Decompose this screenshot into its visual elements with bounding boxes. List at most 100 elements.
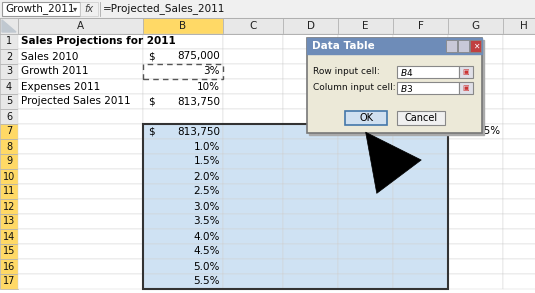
Bar bbox=[283, 274, 338, 289]
Text: 15: 15 bbox=[3, 246, 15, 256]
Text: D: D bbox=[307, 21, 315, 31]
Bar bbox=[503, 259, 535, 274]
Bar bbox=[283, 34, 338, 49]
Text: Growth 2011: Growth 2011 bbox=[21, 67, 88, 76]
Text: Growth_2011: Growth_2011 bbox=[5, 4, 74, 14]
Bar bbox=[503, 64, 535, 79]
Bar bbox=[338, 199, 393, 214]
Text: F: F bbox=[417, 21, 423, 31]
Bar bbox=[223, 139, 283, 154]
Bar bbox=[503, 274, 535, 289]
Bar bbox=[283, 169, 338, 184]
Text: 1.5%: 1.5% bbox=[194, 156, 220, 166]
Text: 813,750: 813,750 bbox=[177, 96, 220, 106]
Bar bbox=[143, 79, 223, 94]
Bar bbox=[143, 244, 223, 259]
Bar bbox=[223, 169, 283, 184]
Text: $: $ bbox=[148, 96, 155, 106]
Bar bbox=[448, 64, 503, 79]
Bar bbox=[223, 18, 283, 34]
Bar bbox=[223, 94, 283, 109]
Bar bbox=[143, 229, 223, 244]
Bar bbox=[338, 94, 393, 109]
Bar bbox=[143, 109, 223, 124]
Text: G: G bbox=[471, 21, 479, 31]
Text: $B$3: $B$3 bbox=[400, 83, 413, 93]
Bar bbox=[283, 244, 338, 259]
Bar bbox=[393, 79, 448, 94]
Text: 2.5%: 2.5% bbox=[194, 187, 220, 197]
Text: 6: 6 bbox=[6, 112, 12, 122]
Bar bbox=[283, 109, 338, 124]
Bar bbox=[393, 139, 448, 154]
Text: ▣: ▣ bbox=[463, 85, 469, 91]
Bar bbox=[18, 18, 143, 34]
Bar bbox=[0, 244, 18, 259]
Text: 3%: 3% bbox=[203, 67, 220, 76]
Bar bbox=[143, 169, 223, 184]
Text: 2: 2 bbox=[6, 52, 12, 62]
Bar bbox=[448, 259, 503, 274]
Text: 15%: 15% bbox=[367, 127, 390, 137]
Bar bbox=[143, 18, 223, 34]
Text: Sales Projections for 2011: Sales Projections for 2011 bbox=[21, 37, 176, 47]
Bar bbox=[393, 124, 448, 139]
Bar bbox=[0, 199, 18, 214]
Text: Expenses 2011: Expenses 2011 bbox=[21, 81, 100, 91]
Bar bbox=[393, 244, 448, 259]
Text: $B$4: $B$4 bbox=[400, 67, 414, 78]
Bar bbox=[397, 66, 459, 78]
Bar bbox=[0, 124, 18, 139]
Text: 2.0%: 2.0% bbox=[194, 171, 220, 181]
Bar bbox=[0, 139, 18, 154]
Bar bbox=[0, 169, 18, 184]
Bar bbox=[143, 199, 223, 214]
Bar bbox=[503, 18, 535, 34]
Bar bbox=[223, 244, 283, 259]
Text: B: B bbox=[179, 21, 187, 31]
Bar bbox=[503, 34, 535, 49]
Bar bbox=[503, 169, 535, 184]
Bar bbox=[18, 229, 143, 244]
Bar bbox=[0, 94, 18, 109]
Text: Data Table: Data Table bbox=[312, 41, 374, 51]
Bar bbox=[2, 2, 80, 16]
Bar bbox=[393, 49, 448, 64]
Bar bbox=[338, 184, 393, 199]
Bar bbox=[0, 34, 18, 49]
Bar bbox=[393, 274, 448, 289]
Text: 1: 1 bbox=[6, 37, 12, 47]
Bar bbox=[143, 139, 223, 154]
Text: 5.0%: 5.0% bbox=[194, 261, 220, 272]
Bar bbox=[503, 94, 535, 109]
Polygon shape bbox=[2, 20, 16, 32]
Bar bbox=[503, 49, 535, 64]
Text: 3.5%: 3.5% bbox=[194, 217, 220, 226]
Text: fx: fx bbox=[85, 4, 94, 14]
Bar bbox=[338, 274, 393, 289]
Bar bbox=[283, 49, 338, 64]
Text: H: H bbox=[520, 21, 528, 31]
Bar bbox=[393, 64, 448, 79]
Bar bbox=[143, 214, 223, 229]
Bar bbox=[448, 169, 503, 184]
Bar bbox=[338, 154, 393, 169]
Bar bbox=[18, 34, 143, 49]
Text: 3.0%: 3.0% bbox=[194, 202, 220, 212]
Text: Projected Sales 2011: Projected Sales 2011 bbox=[21, 96, 131, 106]
Bar bbox=[503, 184, 535, 199]
Bar bbox=[143, 64, 223, 79]
Text: Row input cell:: Row input cell: bbox=[313, 67, 380, 76]
Text: 11: 11 bbox=[3, 187, 15, 197]
Bar bbox=[448, 199, 503, 214]
Bar bbox=[338, 109, 393, 124]
Text: C: C bbox=[249, 21, 257, 31]
Bar bbox=[448, 18, 503, 34]
Text: ✕: ✕ bbox=[473, 42, 479, 50]
Bar bbox=[223, 64, 283, 79]
Text: ▣: ▣ bbox=[463, 69, 469, 75]
Bar bbox=[459, 66, 473, 78]
Text: A: A bbox=[77, 21, 84, 31]
Bar bbox=[448, 124, 503, 139]
Bar bbox=[503, 109, 535, 124]
